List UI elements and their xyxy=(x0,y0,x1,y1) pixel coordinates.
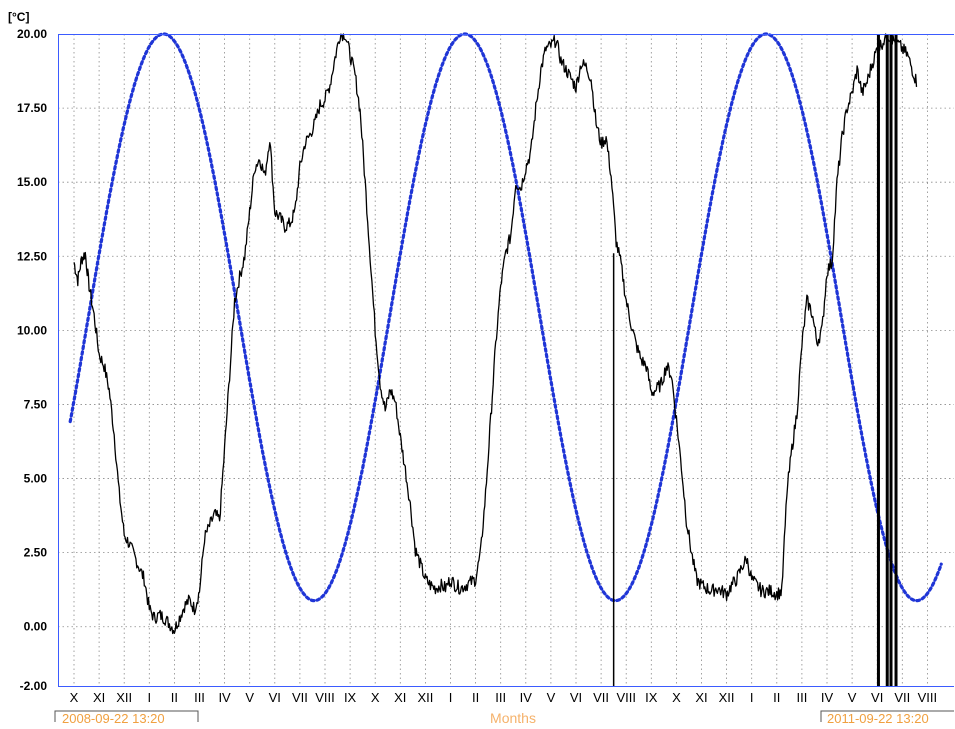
y-tick-label: 20.00 xyxy=(17,27,47,41)
x-tick-label: IV xyxy=(821,690,834,705)
y-unit-label: [°C] xyxy=(8,10,29,24)
x-tick-label: VII xyxy=(593,690,609,705)
x-tick-label: III xyxy=(495,690,506,705)
y-tick-label: 7.50 xyxy=(24,397,48,411)
x-tick-label: VI xyxy=(570,690,582,705)
x-tick-label: IX xyxy=(344,690,357,705)
x-axis-ticks: X XI XII I II III IV V VI VII VIII IX X XI XII I II III IV… xyxy=(70,690,937,705)
x-tick-label: X xyxy=(70,690,79,705)
x-tick-label: IX xyxy=(645,690,658,705)
x-tick-label: III xyxy=(796,690,807,705)
x-tick-label: X xyxy=(672,690,681,705)
x-tick-label: VIII xyxy=(315,690,335,705)
x-tick-label: XI xyxy=(394,690,406,705)
y-tick-label: 10.00 xyxy=(17,323,47,337)
x-tick-label: IV xyxy=(520,690,533,705)
x-tick-label: III xyxy=(194,690,205,705)
x-tick-label: VII xyxy=(292,690,308,705)
y-tick-label: 0.00 xyxy=(24,620,48,634)
x-tick-label: V xyxy=(547,690,556,705)
fit-curve xyxy=(68,32,943,603)
x-tick-label: II xyxy=(472,690,479,705)
x-tick-label: VI xyxy=(871,690,883,705)
y-tick-label: 17.50 xyxy=(17,101,47,115)
end-date-box: 2011-09-22 13:20 xyxy=(820,710,954,726)
end-date-bracket xyxy=(820,710,954,722)
x-tick-label: I xyxy=(147,690,151,705)
x-tick-label: VI xyxy=(269,690,281,705)
x-tick-label: VIII xyxy=(918,690,938,705)
x-tick-label: II xyxy=(773,690,780,705)
start-date-bracket xyxy=(54,710,199,722)
x-tick-label: XI xyxy=(695,690,707,705)
measured-line xyxy=(73,33,918,635)
x-tick-label: I xyxy=(449,690,453,705)
x-tick-label: VII xyxy=(894,690,910,705)
x-tick-label: I xyxy=(750,690,754,705)
x-tick-label: V xyxy=(245,690,254,705)
x-tick-label: X xyxy=(371,690,380,705)
y-tick-label: 5.00 xyxy=(24,472,48,486)
y-tick-label: 2.50 xyxy=(24,546,48,560)
start-date-label: 2008-09-22 13:20 xyxy=(62,711,165,726)
y-axis-ticks: 20.00 17.50 15.00 12.50 10.00 7.50 5.00 2.50 0.0… xyxy=(17,27,47,693)
x-tick-label: XII xyxy=(417,690,433,705)
y-tick-label: 15.00 xyxy=(17,175,47,189)
x-tick-label: XI xyxy=(93,690,105,705)
y-tick-label: -2.00 xyxy=(20,679,48,693)
y-tick-label: 12.50 xyxy=(17,249,47,263)
end-date-label: 2011-09-22 13:20 xyxy=(827,711,929,726)
data-spikes xyxy=(612,34,898,686)
fit-line xyxy=(68,32,943,603)
x-tick-label: V xyxy=(848,690,857,705)
x-tick-label: IV xyxy=(218,690,231,705)
start-date-box: 2008-09-22 13:20 xyxy=(54,710,199,726)
x-tick-label: XII xyxy=(116,690,132,705)
x-tick-label: VIII xyxy=(616,690,636,705)
x-axis-label: Months xyxy=(490,710,536,726)
x-tick-label: XII xyxy=(719,690,735,705)
x-tick-label: II xyxy=(171,690,178,705)
measured-series xyxy=(73,33,918,635)
